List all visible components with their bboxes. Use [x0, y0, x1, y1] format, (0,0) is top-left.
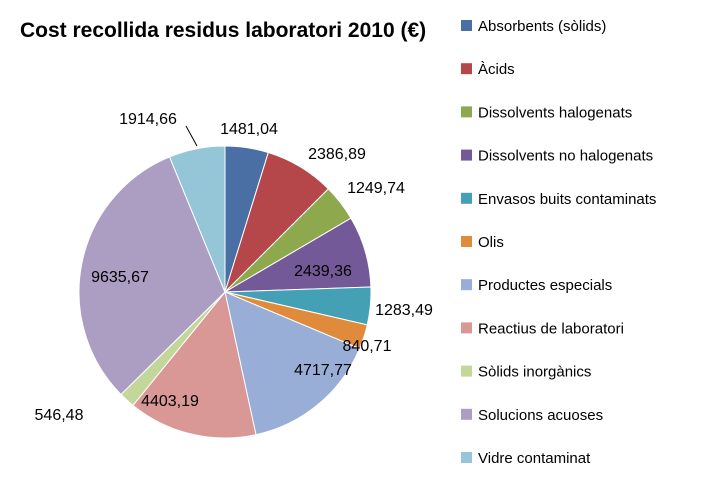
- legend-item: Olis: [461, 234, 504, 251]
- legend-label: Sòlids inorgànics: [478, 364, 591, 381]
- data-label: 4717,77: [294, 362, 352, 379]
- legend-item: Dissolvents no halogenats: [461, 148, 653, 165]
- legend-item: Reactius de laboratori: [461, 320, 624, 337]
- legend-label: Olis: [478, 234, 504, 251]
- legend-label: Dissolvents no halogenats: [478, 148, 653, 165]
- legend-item: Dissolvents halogenats: [461, 104, 632, 121]
- data-label: 4403,19: [141, 393, 199, 410]
- legend-item: Solucions acuoses: [461, 407, 603, 424]
- data-label: 546,48: [35, 407, 84, 424]
- data-label: 2439,36: [294, 263, 352, 280]
- legend-item: Productes especials: [461, 277, 612, 294]
- legend-label: Àcids: [478, 61, 515, 78]
- legend-item: Vidre contaminat: [461, 450, 591, 467]
- legend-label: Solucions acuoses: [478, 407, 603, 424]
- legend-label: Absorbents (sòlids): [478, 18, 606, 35]
- data-label: 1283,49: [375, 302, 433, 319]
- legend-swatch: [461, 408, 472, 420]
- legend-swatch: [461, 149, 472, 161]
- legend-swatch: [461, 236, 472, 247]
- chart-title: Cost recollida residus laboratori 2010 (…: [20, 19, 426, 42]
- legend-swatch: [461, 20, 472, 31]
- legend-label: Productes especials: [478, 277, 612, 294]
- legend-swatch: [461, 106, 472, 118]
- pie-slice-10: [78, 156, 226, 396]
- legend-item: Absorbents (sòlids): [461, 18, 606, 35]
- legend-swatch: [461, 279, 472, 291]
- legend-swatch: [461, 322, 472, 334]
- legend-swatch: [461, 192, 472, 204]
- legend-label: Reactius de laboratori: [478, 320, 624, 337]
- data-label: 9635,67: [91, 269, 149, 286]
- leader-line: [185, 125, 198, 147]
- pie-slice-7: [224, 291, 361, 436]
- data-label: 1914,66: [119, 111, 177, 128]
- legend-swatch: [461, 452, 472, 463]
- legend-label: Vidre contaminat: [478, 450, 591, 467]
- pie-slice-8: [132, 290, 257, 439]
- legend-label: Envasos buits contaminats: [478, 191, 656, 208]
- legend: Absorbents (sòlids) Àcids Dissolvents halo…: [461, 18, 656, 467]
- legend-label: Dissolvents halogenats: [478, 104, 632, 121]
- legend-swatch: [461, 365, 472, 377]
- legend-swatch: [461, 63, 472, 75]
- legend-item: Envasos buits contaminats: [461, 191, 656, 208]
- data-label: 840,71: [343, 338, 392, 355]
- data-labels: 1481,04 2386,89 1249,74 2439,36 1283,49 840,7…: [35, 111, 433, 424]
- data-label: 2386,89: [308, 146, 366, 163]
- data-label: 1249,74: [347, 180, 405, 197]
- pie-slice-11: [168, 145, 226, 293]
- legend-item: Sòlids inorgànics: [461, 364, 591, 381]
- pie-slices: [78, 145, 372, 439]
- legend-item: Àcids: [461, 61, 515, 78]
- data-label: 1481,04: [220, 121, 278, 138]
